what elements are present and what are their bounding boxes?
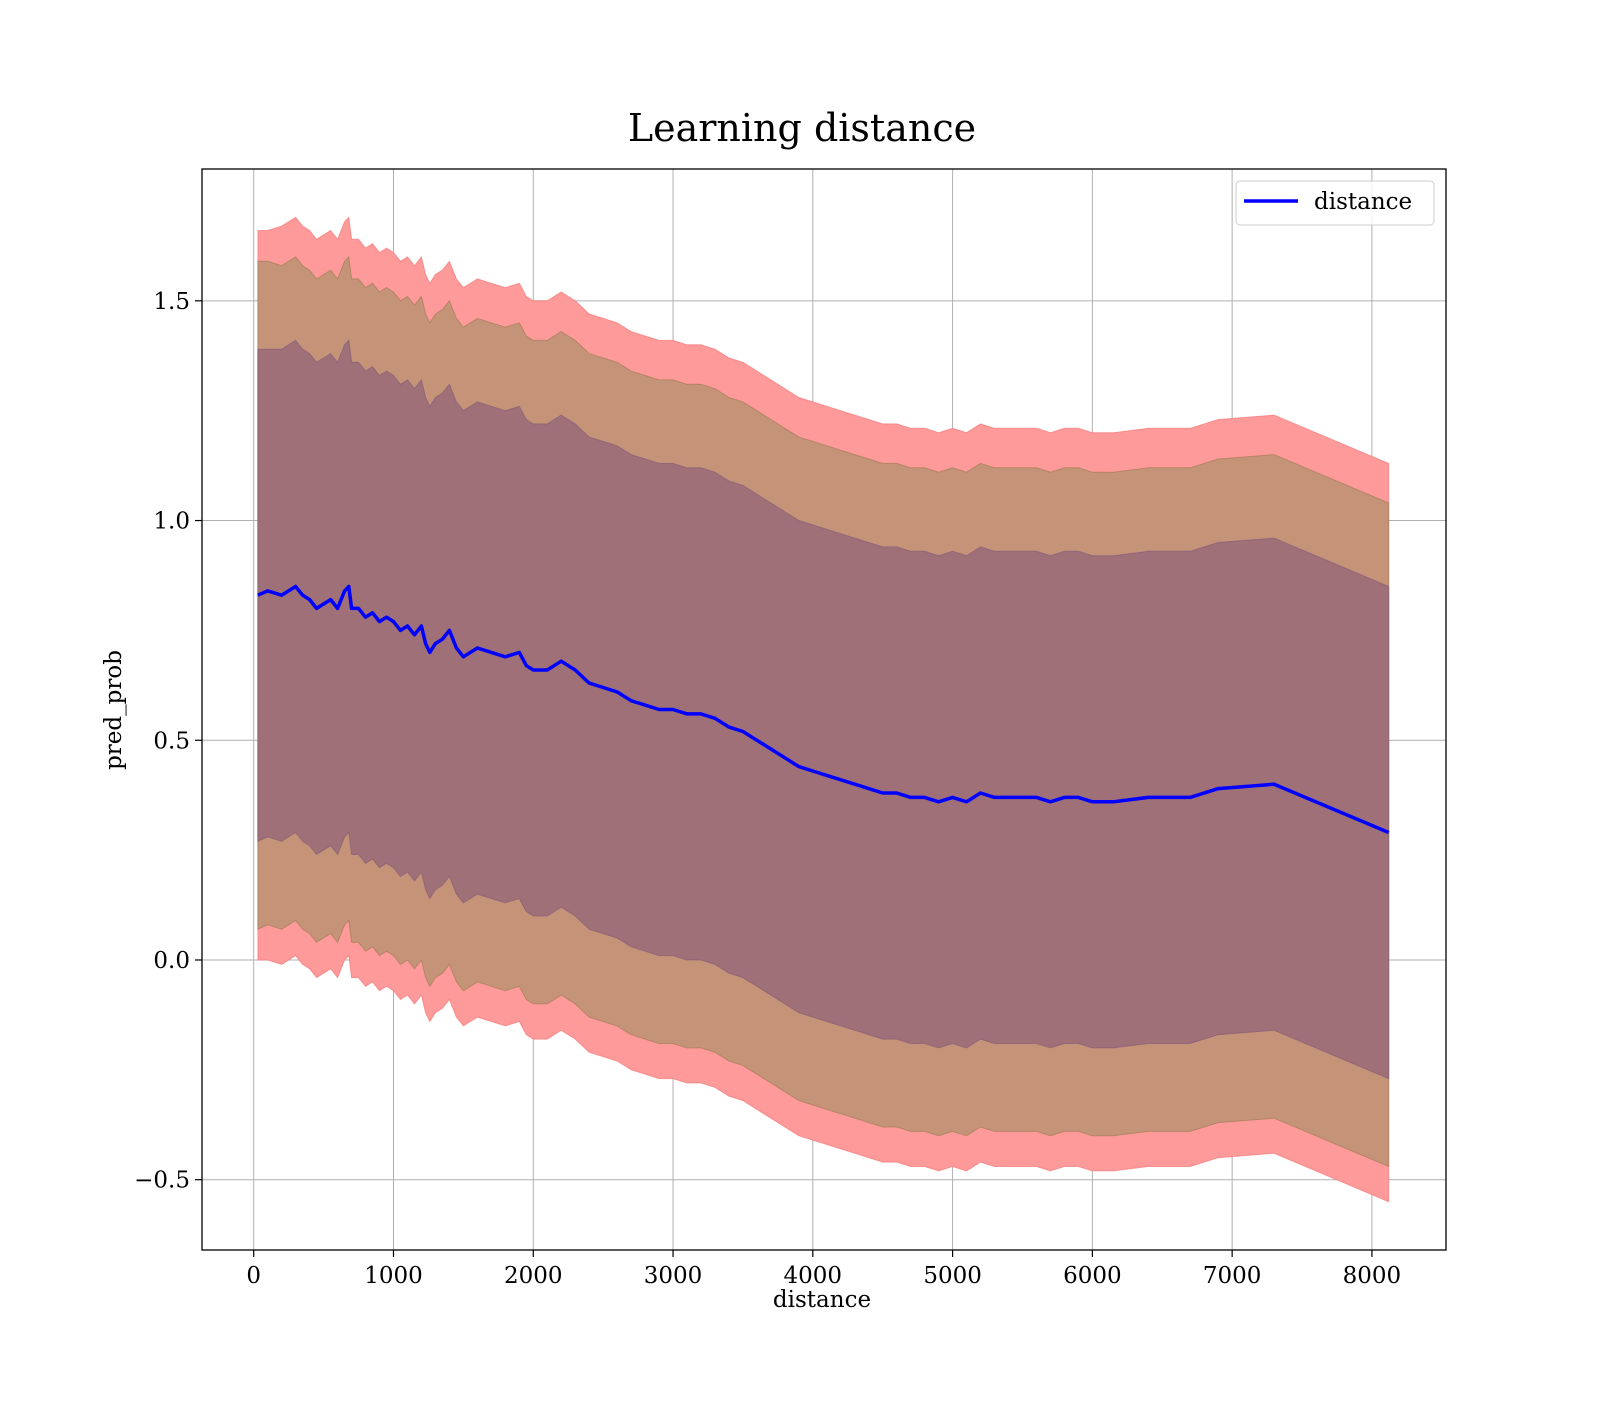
y-tick-label: 1.0 [153,509,190,535]
y-tick-label: −0.5 [134,1168,190,1194]
y-axis-label: pred_prob [101,650,127,770]
x-tick-label: 8000 [1343,1263,1402,1289]
x-tick-label: 3000 [644,1263,703,1289]
chart-title: Learning distance [628,106,976,150]
series-line-distance [257,584,1390,835]
y-tick-label: 0.0 [153,948,190,974]
x-tick-label: 0 [246,1263,261,1289]
band-inner [257,339,1390,1080]
legend-label: distance [1314,189,1412,215]
y-tick-label: 0.5 [153,728,190,754]
series-lines [257,584,1390,835]
y-tick-label: 1.5 [153,289,190,315]
legend-box [1235,180,1435,226]
x-axis-label: distance [773,1287,871,1313]
x-tick-label: 6000 [1063,1263,1122,1289]
plot-frame [201,168,1447,1251]
x-tick-label: 1000 [364,1263,423,1289]
legend: distance [1235,180,1435,226]
x-tick-label: 4000 [784,1263,843,1289]
x-tick-label: 2000 [504,1263,563,1289]
confidence-bands [257,216,1390,1203]
x-tick-label: 5000 [923,1263,982,1289]
y-axis-ticks: −0.5 0.0 0.5 1.0 1.5 [134,289,202,1194]
x-axis-ticks: 0 1000 2000 3000 4000 5000 6000 7000 8000 [246,1250,1401,1289]
x-tick-label: 7000 [1203,1263,1262,1289]
